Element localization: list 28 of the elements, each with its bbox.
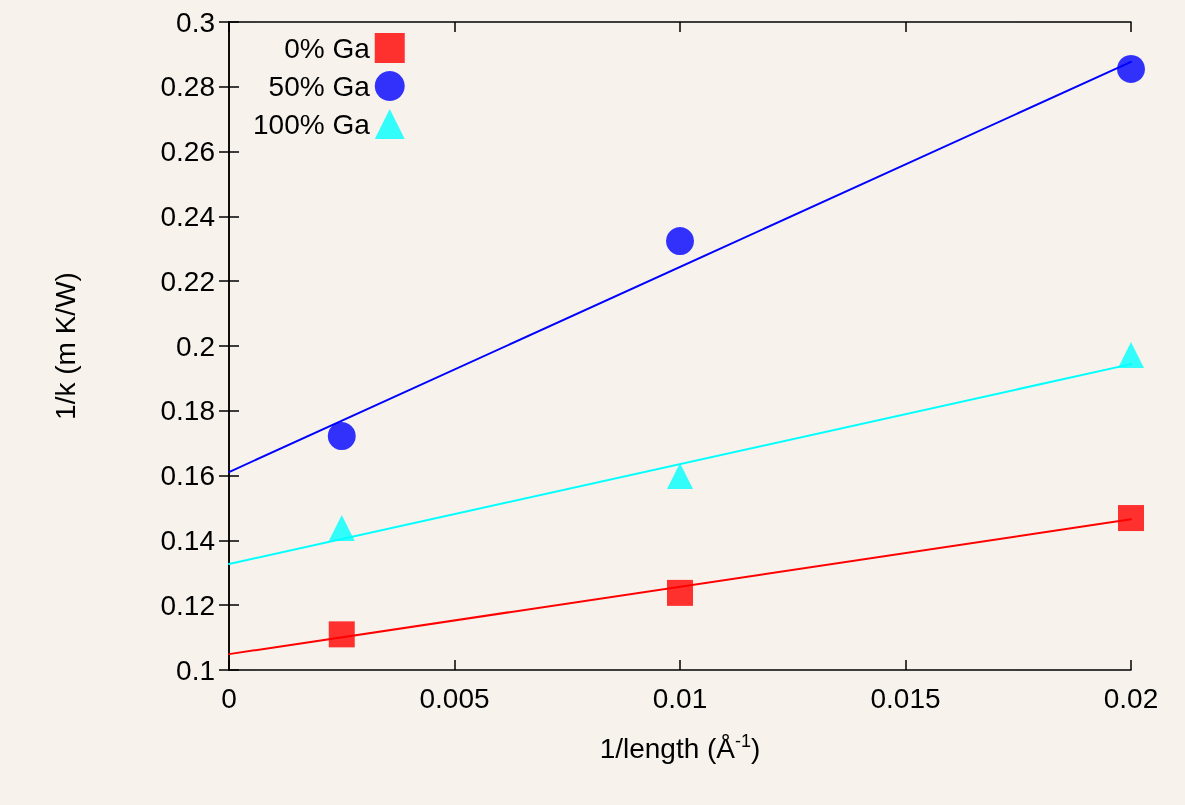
y-tick-label: 0.22 xyxy=(160,265,215,297)
point xyxy=(667,579,693,606)
y-tick-label: 0.28 xyxy=(160,71,215,103)
y-tick-label: 0.2 xyxy=(176,330,215,362)
point xyxy=(1118,505,1144,532)
legend-label: 50% Ga xyxy=(268,70,371,102)
x-tick-label: 0.02 xyxy=(1103,682,1159,714)
point xyxy=(667,462,693,489)
point xyxy=(1118,342,1144,369)
point xyxy=(328,621,355,648)
point xyxy=(1117,54,1145,83)
x-tick-label: 0.01 xyxy=(652,682,708,714)
y-tick-label: 0.18 xyxy=(160,395,215,427)
x-tick-label: 0.015 xyxy=(870,682,941,714)
y-axis-title: 1/k (m K/W) xyxy=(49,272,81,420)
y-tick-label: 0.24 xyxy=(160,200,215,232)
point xyxy=(327,422,356,451)
point xyxy=(666,227,694,256)
y-tick-label: 0.26 xyxy=(160,136,215,168)
y-tick-label: 0.14 xyxy=(160,524,215,556)
legend-label: 0% Ga xyxy=(284,32,371,64)
y-tick-label: 0.1 xyxy=(176,654,215,686)
y-tick-label: 0.3 xyxy=(176,6,215,38)
x-tick-label: 0 xyxy=(221,682,237,714)
y-tick-label: 0.16 xyxy=(160,460,215,492)
legend-label: 100% Ga xyxy=(252,108,371,140)
x-tick-label: 0.005 xyxy=(419,682,490,714)
y-tick-label: 0.12 xyxy=(160,589,215,621)
